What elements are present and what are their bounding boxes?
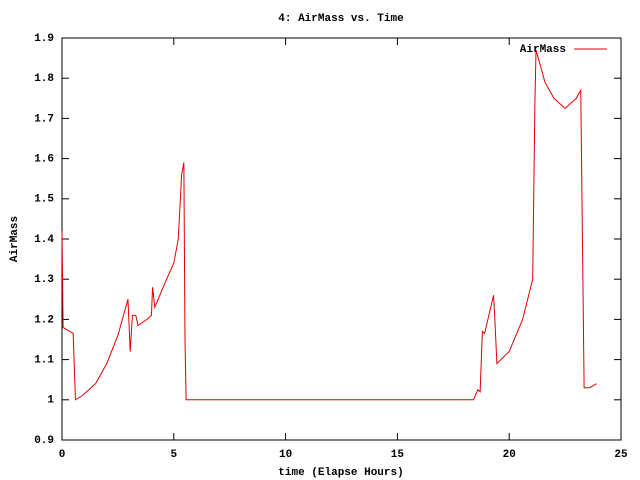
y-tick-label: 1 xyxy=(47,395,54,407)
chart-title: 4: AirMass vs. Time xyxy=(278,13,404,25)
x-tick-label: 5 xyxy=(170,449,177,461)
y-tick-label: 1.1 xyxy=(34,355,54,367)
y-tick-label: 1.3 xyxy=(34,274,54,286)
y-tick-label: 1.4 xyxy=(34,234,54,246)
x-tick-label: 20 xyxy=(503,449,516,461)
y-tick-label: 1.2 xyxy=(34,314,54,326)
x-tick-label: 10 xyxy=(279,449,292,461)
x-axis-label: time (Elapse Hours) xyxy=(278,467,403,479)
y-tick-label: 1.9 xyxy=(34,33,54,45)
data-line xyxy=(61,49,597,401)
y-tick-label: 1.7 xyxy=(34,113,54,125)
y-tick-label: 1.5 xyxy=(34,194,54,206)
y-tick-label: 1.8 xyxy=(34,73,54,85)
y-axis-label: AirMass xyxy=(9,216,21,262)
x-tick-label: 0 xyxy=(59,449,66,461)
y-tick-label: 1.6 xyxy=(34,154,54,166)
plot-border xyxy=(61,37,622,441)
legend-label: AirMass xyxy=(520,44,566,56)
x-tick-label: 25 xyxy=(614,449,628,461)
y-tick-label: 0.9 xyxy=(34,435,54,447)
x-tick-label: 15 xyxy=(391,449,405,461)
